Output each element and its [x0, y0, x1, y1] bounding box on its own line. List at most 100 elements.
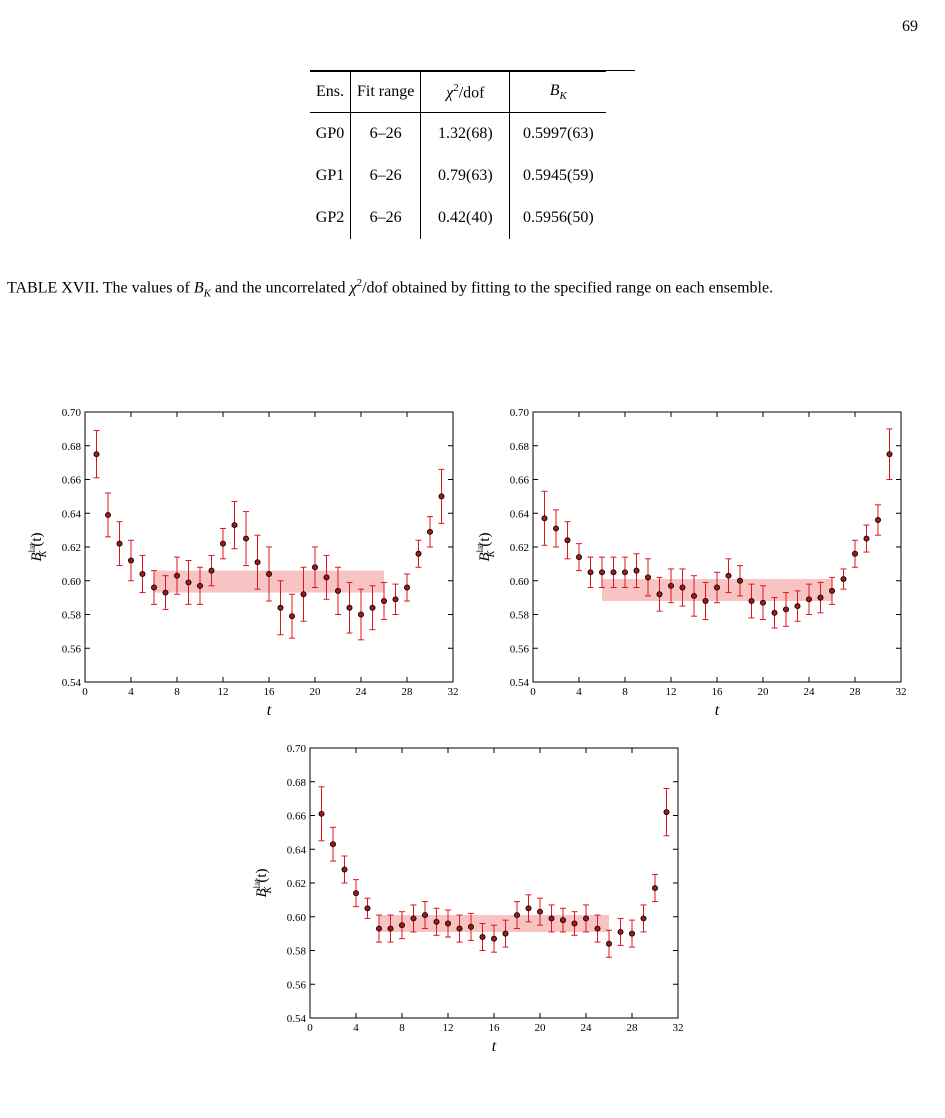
y-axis-label-arg: (t) — [477, 532, 493, 546]
data-point — [398, 922, 405, 929]
axes-frame — [309, 747, 679, 1019]
data-point — [300, 591, 307, 598]
y-axis-label-arg: (t) — [254, 868, 270, 882]
data-point — [380, 597, 387, 604]
x-tick-label: 16 — [489, 1022, 501, 1034]
data-point — [713, 584, 720, 591]
data-point — [369, 604, 376, 611]
data-point — [502, 930, 509, 937]
x-tick-label: 12 — [666, 686, 677, 698]
x-tick-label: 12 — [443, 1022, 454, 1034]
data-point — [886, 451, 893, 458]
data-point — [426, 528, 433, 535]
data-point — [323, 574, 330, 581]
x-tick-label: 0 — [82, 686, 88, 698]
data-point — [782, 606, 789, 613]
cell-fit-range: 6–26 — [350, 197, 422, 239]
y-axis-label-B: B — [477, 552, 493, 561]
data-point — [628, 930, 635, 937]
x-tick-label: 20 — [535, 1022, 547, 1034]
x-tick-label: 28 — [627, 1022, 639, 1034]
data-point — [334, 587, 341, 594]
data-point — [444, 920, 451, 927]
y-tick-label: 0.58 — [510, 610, 530, 622]
data-point — [851, 550, 858, 557]
data-point — [748, 597, 755, 604]
y-axis-label-sup: lat — [27, 543, 37, 552]
data-point — [346, 604, 353, 611]
data-point — [173, 572, 180, 579]
data-point — [341, 866, 348, 873]
data-point — [863, 535, 870, 542]
x-axis-label: t — [267, 702, 272, 719]
data-point — [513, 912, 520, 919]
cell-fit-range: 6–26 — [350, 155, 422, 197]
y-axis-label-arg: (t) — [29, 532, 45, 546]
y-axis-label-sup: lat — [475, 543, 485, 552]
data-point — [640, 915, 647, 922]
data-point — [330, 841, 337, 848]
y-tick-label: 0.54 — [287, 1013, 307, 1025]
y-tick-label: 0.70 — [62, 407, 82, 419]
data-point — [403, 584, 410, 591]
results-table: Ens. Fit range χ2/dof BK GP0 6–26 1.32(6… — [310, 71, 607, 239]
data-point — [438, 493, 445, 500]
data-point — [196, 582, 203, 589]
data-point — [598, 569, 605, 576]
cell-chi2: 0.79(63) — [420, 155, 511, 197]
y-axis-label: BlatK (t) — [475, 532, 497, 561]
cell-bk: 0.5956(50) — [523, 209, 594, 226]
y-tick-label: 0.64 — [510, 508, 530, 520]
y-tick-label: 0.68 — [510, 441, 530, 453]
data-point — [667, 582, 674, 589]
table-row: GP1 6–26 0.79(63) 0.5945(59) — [310, 155, 606, 197]
y-tick-label: 0.54 — [510, 677, 530, 689]
header-fit-range: Fit range — [350, 71, 422, 113]
data-point — [311, 564, 318, 571]
y-tick-label: 0.70 — [510, 407, 530, 419]
table-header-row: Ens. Fit range χ2/dof BK — [310, 71, 607, 113]
x-tick-label: 28 — [402, 686, 414, 698]
data-point — [433, 918, 440, 925]
caption-text: and the uncorrelated — [210, 279, 350, 297]
y-tick-label: 0.68 — [62, 441, 82, 453]
y-tick-label: 0.58 — [287, 946, 307, 958]
y-axis-label-B: B — [254, 888, 270, 897]
cell-ensemble: GP0 — [310, 112, 351, 155]
data-point — [254, 559, 261, 566]
x-tick-label: 32 — [673, 1022, 684, 1034]
x-tick-label: 24 — [804, 686, 816, 698]
table-row: GP0 6–26 1.32(68) 0.5997(63) — [310, 112, 606, 155]
data-point — [242, 535, 249, 542]
data-point — [93, 451, 100, 458]
x-tick-label: 8 — [399, 1022, 405, 1034]
data-point — [633, 567, 640, 574]
x-tick-label: 0 — [530, 686, 536, 698]
data-point — [288, 613, 295, 620]
x-tick-label: 24 — [581, 1022, 593, 1034]
y-axis-label-sub: K — [38, 549, 49, 558]
cell-bk: 0.5945(59) — [523, 167, 594, 184]
y-axis-label-sub: K — [263, 885, 274, 894]
caption-bk-symbol: B — [193, 279, 204, 297]
cell-bk: 0.5997(63) — [523, 125, 594, 142]
data-point — [617, 928, 624, 935]
y-tick-label: 0.68 — [287, 777, 307, 789]
y-tick-label: 0.64 — [287, 844, 307, 856]
x-tick-label: 16 — [264, 686, 276, 698]
data-point — [679, 584, 686, 591]
data-point — [651, 885, 658, 892]
data-point — [410, 915, 417, 922]
data-point — [415, 550, 422, 557]
data-point — [525, 905, 532, 912]
data-point — [605, 940, 612, 947]
cell-chi2: 1.32(68) — [420, 112, 511, 155]
caption-bk-subscript: K — [203, 287, 211, 300]
x-tick-label: 12 — [218, 686, 229, 698]
data-point — [265, 570, 272, 577]
header-chi2: χ2/dof — [420, 71, 511, 113]
data-point — [690, 592, 697, 599]
data-point — [387, 925, 394, 932]
data-point — [364, 905, 371, 912]
caption-chi-symbol: χ — [349, 279, 357, 297]
